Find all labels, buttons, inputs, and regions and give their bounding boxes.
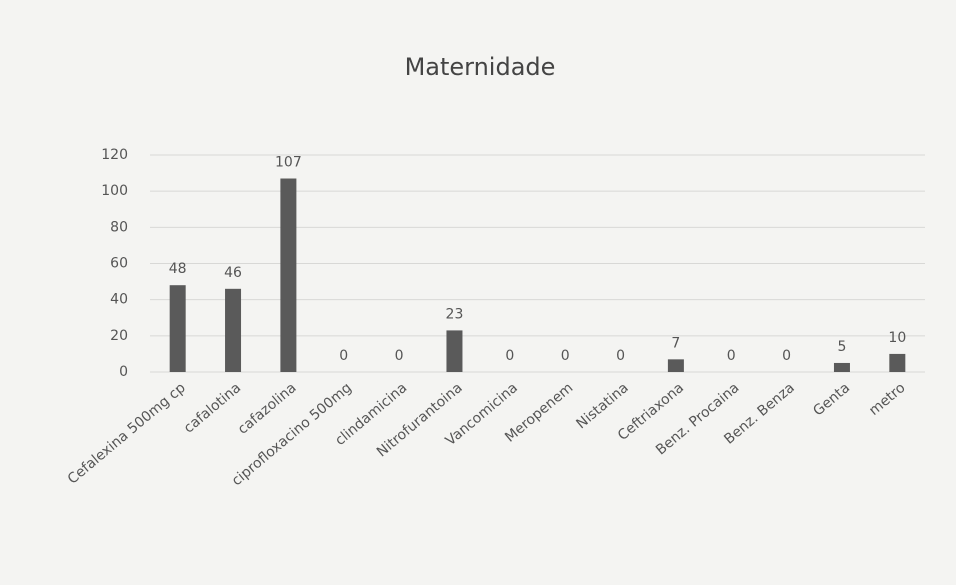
bar	[889, 353, 906, 372]
data-label: 0	[616, 348, 625, 364]
data-label: 0	[782, 348, 791, 364]
data-label: 23	[446, 306, 464, 322]
y-tick-label: 80	[110, 219, 128, 235]
data-label: 107	[275, 155, 302, 171]
y-tick-label: 100	[101, 183, 128, 199]
data-label: 46	[224, 265, 242, 281]
bar	[833, 362, 850, 372]
y-tick-label: 40	[110, 292, 128, 308]
bar	[225, 288, 242, 372]
data-label: 48	[169, 261, 187, 277]
data-label: 0	[505, 348, 514, 364]
bar	[280, 178, 297, 372]
bar	[169, 285, 186, 372]
data-label: 10	[888, 330, 906, 346]
data-label: 5	[838, 339, 847, 355]
data-label: 0	[561, 348, 570, 364]
y-tick-label: 20	[110, 328, 128, 344]
data-label: 0	[727, 348, 736, 364]
y-tick-label: 60	[110, 256, 128, 272]
data-label: 0	[395, 348, 404, 364]
y-tick-label: 0	[119, 364, 128, 380]
bar	[667, 359, 684, 372]
y-tick-label: 120	[101, 147, 128, 163]
data-label: 0	[339, 348, 348, 364]
data-label: 7	[671, 335, 680, 351]
chart-title: Maternidade	[405, 53, 556, 81]
bar	[446, 330, 463, 372]
